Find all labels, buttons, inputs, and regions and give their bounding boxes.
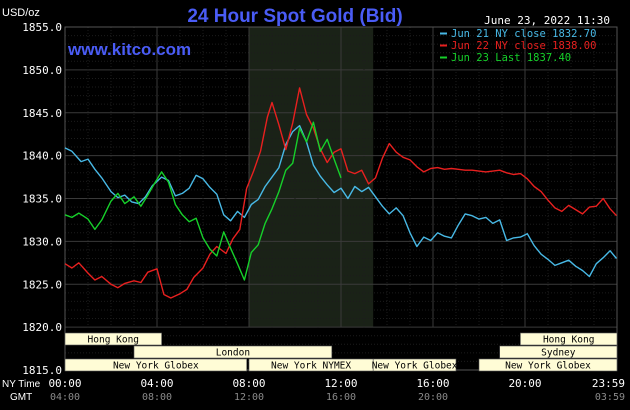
y-tick-label: 1835.0	[22, 193, 62, 206]
market-bar-box	[64, 358, 247, 372]
x-tick-label: 08:00	[232, 377, 265, 390]
legend-label: Jun 21 NY close 1832.70	[451, 28, 596, 40]
market-bar: London	[133, 345, 333, 359]
market-bar-label: Sydney	[541, 348, 576, 359]
x-tick-label: 20:00	[508, 377, 541, 390]
x-tick-label: 00:00	[48, 377, 81, 390]
nymex-session-highlight	[249, 27, 374, 328]
market-bar: Sydney	[499, 345, 618, 359]
y-tick-label: 1855.0	[22, 21, 62, 34]
series-line	[64, 121, 342, 281]
market-bar: New York Globex	[372, 358, 458, 372]
y-tick-label: 1830.0	[22, 235, 62, 248]
legend-item: Jun 21 NY close 1832.70	[440, 28, 596, 40]
market-bar: Hong Kong	[520, 332, 618, 346]
market-bar-box	[499, 345, 618, 359]
series-line	[64, 124, 618, 278]
y-axis-unit: USD/oz	[2, 7, 40, 19]
market-session-bars: Hong Kong London New York Globex New York N…	[64, 332, 618, 372]
market-bar-box	[520, 332, 618, 346]
y-tick-label: 1825.0	[22, 278, 62, 291]
market-bar: New York Globex	[64, 358, 247, 372]
market-bar: New York NYMEX	[248, 358, 374, 372]
x-axis-row2-label: GMT	[10, 392, 32, 403]
market-bar-box	[478, 358, 618, 372]
x-tick-label-gmt: 03:59	[595, 392, 625, 403]
market-bar-label: Hong Kong	[88, 335, 139, 346]
market-bar-label: New York NYMEX	[271, 361, 351, 372]
x-tick-label-gmt: 16:00	[326, 392, 356, 403]
market-bar: Hong Kong	[64, 332, 162, 346]
x-axis-row1-label: NY Time	[2, 379, 41, 390]
market-bar-label: New York Globex	[372, 361, 458, 372]
y-tick-label: 1840.0	[22, 150, 62, 163]
market-bar: New York Globex	[478, 358, 618, 372]
x-tick-label: 12:00	[324, 377, 357, 390]
y-tick-label: 1845.0	[22, 107, 62, 120]
market-bar-label: New York Globex	[113, 361, 199, 372]
y-tick-label: 1850.0	[22, 64, 62, 77]
y-tick-label: 1820.0	[22, 321, 62, 334]
x-tick-label: 16:00	[416, 377, 449, 390]
timestamp: June 23, 2022 11:30	[484, 14, 610, 27]
y-tick-label: 1815.0	[22, 364, 62, 377]
market-bar-box	[372, 358, 457, 372]
legend-item: Jun 23 Last 1837.40	[440, 52, 571, 64]
x-tick-label: 23:59	[592, 377, 625, 390]
x-tick-label-gmt: 12:00	[234, 392, 264, 403]
chart-title: 24 Hour Spot Gold (Bid)	[187, 6, 402, 27]
legend-label: Jun 23 Last 1837.40	[451, 52, 571, 64]
plot-series	[64, 87, 618, 299]
x-tick-label-gmt: 20:00	[418, 392, 448, 403]
market-bar-label: Hong Kong	[543, 335, 594, 346]
y-axis-ticks: 1855.0 1850.0 1845.0 1840.0 1835.0 1830.0 1825…	[22, 21, 62, 377]
x-axis-ticks: 00:00 04:00 08:00 12:00 16:00 20:00 23:59 04:00…	[48, 377, 625, 403]
legend-label: Jun 22 NY close 1838.00	[451, 40, 596, 52]
market-bar-label: New York Globex	[505, 361, 591, 372]
series-line	[64, 87, 618, 299]
x-tick-label-gmt: 04:00	[50, 392, 80, 403]
x-tick-label-gmt: 08:00	[142, 392, 172, 403]
market-bar-label: London	[216, 348, 250, 359]
x-tick-label: 04:00	[140, 377, 173, 390]
legend-item: Jun 22 NY close 1838.00	[440, 40, 596, 52]
market-bar-box	[64, 332, 162, 346]
market-bar-box	[133, 345, 333, 359]
website-label: www.kitco.com	[67, 40, 191, 59]
